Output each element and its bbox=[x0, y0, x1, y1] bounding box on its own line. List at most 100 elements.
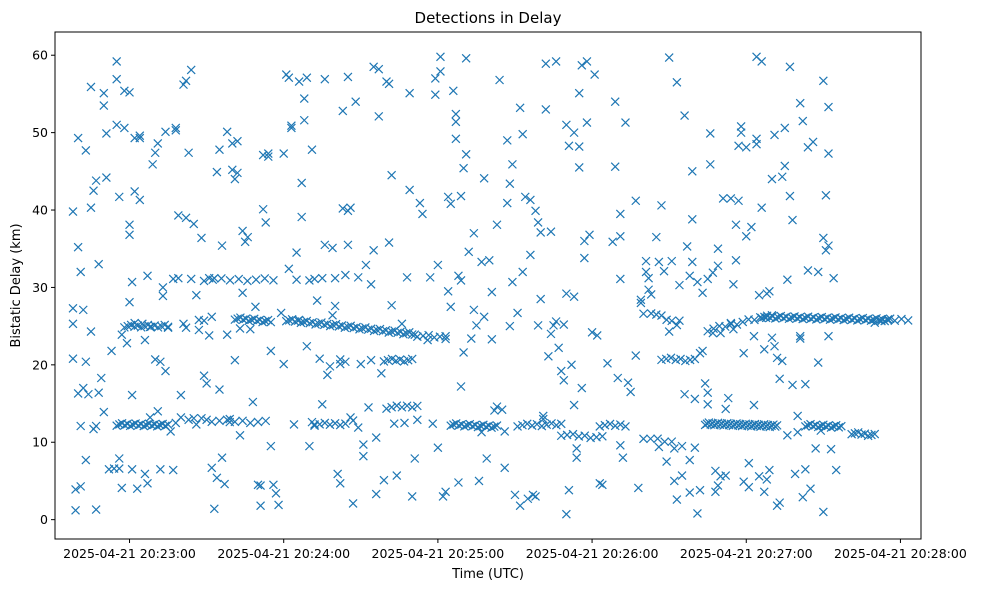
data-point bbox=[574, 88, 584, 98]
data-point bbox=[279, 149, 289, 158]
data-point bbox=[68, 354, 78, 364]
data-point bbox=[561, 289, 571, 299]
data-point bbox=[191, 420, 201, 429]
data-point bbox=[479, 312, 489, 322]
data-point bbox=[746, 222, 756, 232]
data-point bbox=[353, 272, 363, 282]
data-point bbox=[238, 315, 248, 325]
plot-frame bbox=[54, 31, 922, 540]
data-point bbox=[240, 237, 250, 247]
data-point bbox=[244, 316, 254, 326]
data-point bbox=[669, 476, 679, 486]
data-point bbox=[721, 471, 731, 480]
data-point bbox=[112, 120, 122, 130]
data-point bbox=[641, 256, 651, 266]
data-point bbox=[361, 260, 371, 270]
data-point bbox=[890, 316, 900, 326]
data-point bbox=[703, 399, 713, 409]
data-point bbox=[703, 388, 713, 398]
data-point bbox=[897, 314, 906, 324]
data-point bbox=[71, 485, 80, 494]
data-point bbox=[191, 290, 201, 300]
data-point bbox=[492, 402, 502, 412]
data-point bbox=[585, 230, 594, 240]
data-point bbox=[441, 487, 451, 497]
data-point bbox=[194, 325, 204, 335]
data-point bbox=[605, 419, 615, 429]
data-point bbox=[885, 314, 895, 324]
data-point bbox=[757, 313, 767, 323]
data-point bbox=[348, 498, 358, 508]
data-point bbox=[199, 371, 209, 381]
x-tick-label: 2025-04-21 20:27:00 bbox=[680, 546, 813, 561]
data-point bbox=[569, 400, 579, 410]
data-point bbox=[207, 463, 217, 473]
data-point bbox=[654, 442, 664, 452]
data-point bbox=[744, 458, 754, 468]
data-point bbox=[176, 413, 186, 422]
data-point bbox=[687, 166, 697, 176]
data-point bbox=[310, 420, 319, 429]
data-point bbox=[590, 70, 600, 79]
data-point bbox=[821, 190, 831, 200]
data-point bbox=[533, 320, 543, 330]
data-point bbox=[693, 509, 702, 518]
data-point bbox=[770, 130, 779, 140]
data-point bbox=[744, 482, 754, 492]
data-point bbox=[179, 80, 188, 90]
data-point bbox=[430, 90, 440, 100]
data-point bbox=[654, 257, 664, 267]
data-point bbox=[81, 357, 91, 367]
data-point bbox=[676, 354, 685, 364]
data-point bbox=[161, 366, 170, 376]
data-point bbox=[312, 296, 322, 306]
data-point bbox=[662, 457, 672, 467]
data-point bbox=[369, 245, 379, 255]
data-point bbox=[145, 322, 155, 332]
data-point bbox=[338, 204, 348, 213]
data-point bbox=[294, 77, 304, 86]
data-point bbox=[564, 485, 574, 495]
data-point bbox=[728, 279, 738, 289]
data-point bbox=[127, 390, 137, 400]
data-point bbox=[492, 421, 502, 430]
data-point bbox=[770, 313, 780, 323]
data-point bbox=[500, 426, 510, 436]
data-point bbox=[713, 261, 723, 271]
data-point bbox=[410, 330, 420, 340]
data-point bbox=[299, 115, 309, 125]
data-point bbox=[454, 271, 463, 281]
data-point bbox=[451, 109, 461, 119]
data-point bbox=[541, 104, 551, 114]
data-point bbox=[271, 488, 281, 498]
data-point bbox=[315, 354, 325, 364]
x-tick-label: 2025-04-21 20:25:00 bbox=[372, 546, 505, 561]
data-point bbox=[76, 481, 86, 491]
data-point bbox=[369, 62, 379, 72]
data-point bbox=[202, 378, 212, 388]
y-tick-label: 0 bbox=[40, 512, 48, 527]
x-axis-label: Time (UTC) bbox=[451, 567, 524, 582]
data-point bbox=[738, 317, 748, 327]
data-point bbox=[186, 274, 196, 284]
data-point bbox=[304, 276, 314, 285]
data-point bbox=[790, 469, 800, 479]
data-point bbox=[800, 464, 810, 474]
data-point bbox=[813, 267, 823, 277]
data-point bbox=[522, 419, 532, 429]
data-point bbox=[199, 276, 209, 286]
data-point bbox=[227, 165, 237, 175]
data-point bbox=[402, 401, 412, 411]
data-point bbox=[94, 388, 104, 398]
markers-layer bbox=[68, 52, 913, 519]
data-point bbox=[234, 274, 244, 284]
data-point bbox=[356, 359, 366, 369]
data-point bbox=[653, 434, 663, 444]
data-point bbox=[125, 230, 134, 240]
data-point bbox=[636, 298, 646, 308]
data-point bbox=[641, 267, 651, 277]
data-point bbox=[76, 421, 86, 431]
data-point bbox=[364, 402, 373, 412]
data-point bbox=[487, 334, 497, 344]
data-point bbox=[238, 226, 248, 236]
